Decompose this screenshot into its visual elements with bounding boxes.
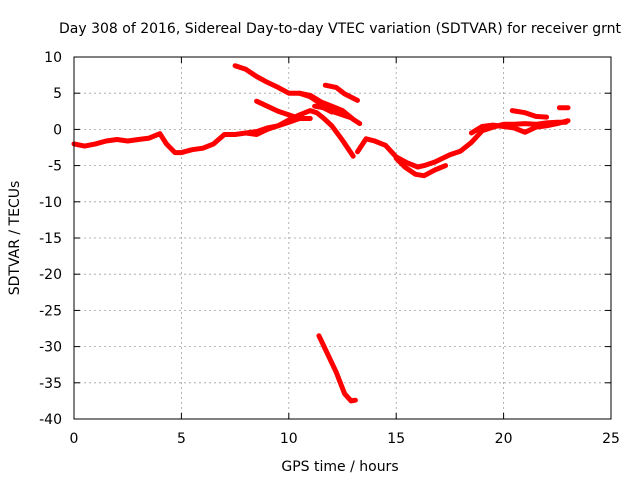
series-track-1 xyxy=(71,116,302,156)
series-track-13 xyxy=(316,333,358,404)
series-track-3 xyxy=(243,108,356,159)
y-tick-label: -25 xyxy=(39,303,62,319)
series-track-4 xyxy=(254,98,313,121)
y-tick-label: -15 xyxy=(39,231,62,247)
y-tick-label: -40 xyxy=(39,412,62,428)
series-track-10 xyxy=(468,118,571,136)
y-tick-label: 0 xyxy=(53,122,62,138)
y-axis-label: SDTVAR / TECUs xyxy=(7,181,23,296)
series-track-8 xyxy=(355,119,569,170)
y-tick-label: -30 xyxy=(39,340,62,356)
chart-title: Day 308 of 2016, Sidereal Day-to-day VTE… xyxy=(59,21,621,37)
series-track-7 xyxy=(322,82,360,103)
x-tick-label: 5 xyxy=(177,431,186,447)
x-tick-label: 15 xyxy=(387,431,405,447)
y-tick-label: -35 xyxy=(39,376,62,392)
y-tick-label: 5 xyxy=(53,86,62,102)
axis-ticks xyxy=(73,56,612,420)
y-tick-labels: 10 5 0 -5 -10 -15 -20 -25 -30 -35 -40 xyxy=(39,50,62,428)
y-tick-label: -5 xyxy=(48,159,62,175)
x-tick-label: 20 xyxy=(495,431,513,447)
y-tick-label: -10 xyxy=(39,195,62,211)
x-axis-label: GPS time / hours xyxy=(281,459,398,475)
series-track-6 xyxy=(312,103,335,115)
x-tick-label: 10 xyxy=(280,431,298,447)
y-tick-label: -20 xyxy=(39,267,62,283)
x-tick-labels: 0 5 10 15 20 25 xyxy=(70,431,620,447)
series-track-9 xyxy=(393,155,449,179)
data-series xyxy=(71,63,571,404)
x-tick-label: 0 xyxy=(70,431,79,447)
y-tick-label: 10 xyxy=(44,50,62,66)
x-tick-label: 25 xyxy=(602,431,620,447)
series-track-11 xyxy=(509,108,550,120)
